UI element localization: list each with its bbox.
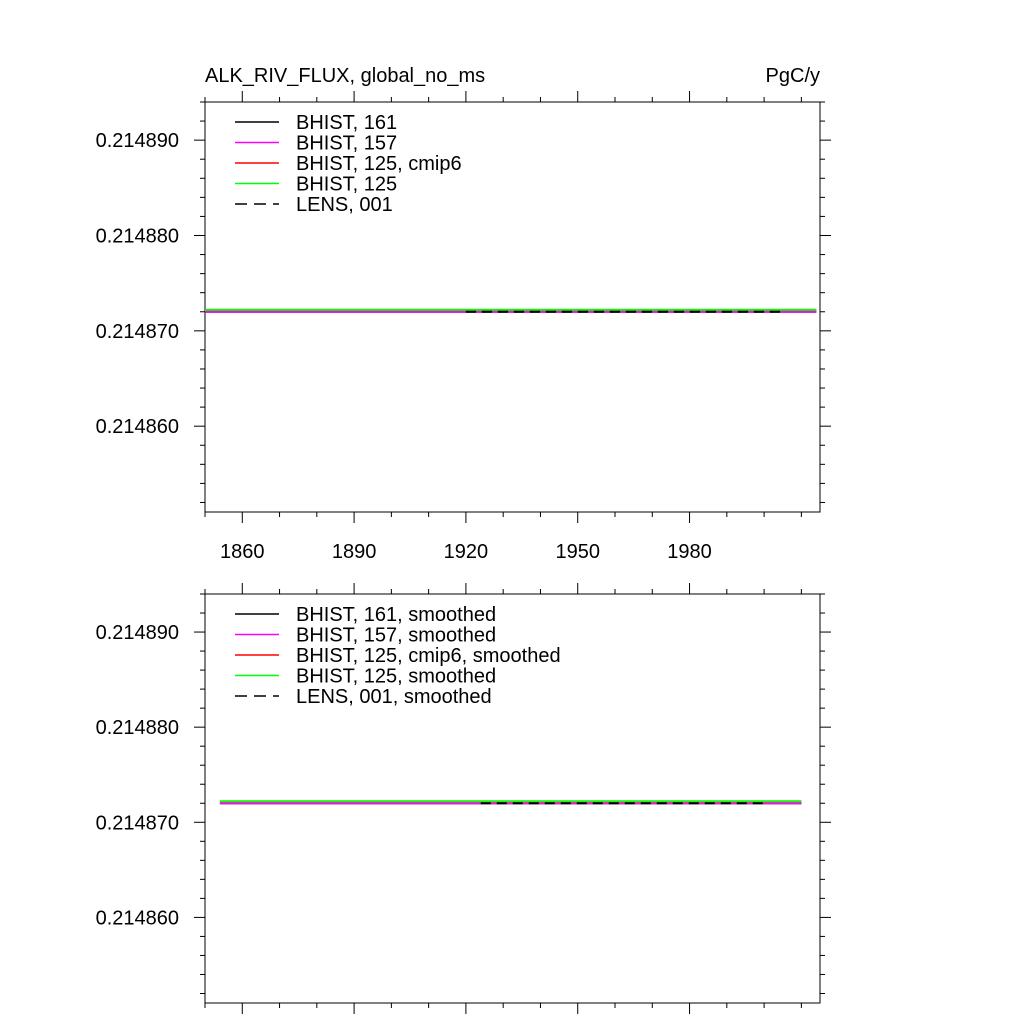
x-tick-label: 1980 xyxy=(667,541,712,563)
x-tick-label: 1890 xyxy=(332,541,377,563)
plot-frame xyxy=(204,101,821,513)
y-tick-label: 0.214880 xyxy=(96,717,179,739)
legend-entry: BHIST, 161, smoothed xyxy=(296,604,496,626)
chart-title: ALK_RIV_FLUX, global_no_ms xyxy=(205,65,485,87)
legend-entry: BHIST, 157 xyxy=(296,133,397,155)
y-tick-label: 0.214880 xyxy=(96,225,179,247)
top-panel: 1860 1890 1920 1950 1980 0.214860 0.214870 0.21… xyxy=(96,91,831,563)
y-tick-label: 0.214870 xyxy=(96,321,179,343)
y-tick-label: 0.214890 xyxy=(96,130,179,152)
x-tick-label: 1860 xyxy=(220,541,265,563)
legend-entry: BHIST, 125, cmip6, smoothed xyxy=(296,645,561,667)
legend-entry: BHIST, 125 xyxy=(296,174,397,196)
y-tick-label: 0.214860 xyxy=(96,907,179,929)
y-tick-label: 0.214870 xyxy=(96,812,179,834)
units-label: PgC/y xyxy=(766,65,820,87)
legend-entry: BHIST, 125, cmip6 xyxy=(296,153,462,175)
legend-entry: LENS, 001, smoothed xyxy=(296,686,492,708)
bottom-panel: 0.214860 0.214870 0.214880 0.214890 BHIST, 1… xyxy=(96,583,831,1014)
legend-entry: LENS, 001 xyxy=(296,194,393,216)
y-tick-label: 0.214890 xyxy=(96,622,179,644)
y-tick-label: 0.214860 xyxy=(96,416,179,438)
legend-entry: BHIST, 161 xyxy=(296,112,397,134)
legend-entry: BHIST, 125, smoothed xyxy=(296,666,496,688)
plot-frame xyxy=(204,593,821,1004)
x-tick-label: 1950 xyxy=(555,541,600,563)
legend-entry: BHIST, 157, smoothed xyxy=(296,625,496,647)
x-tick-label: 1920 xyxy=(444,541,489,563)
